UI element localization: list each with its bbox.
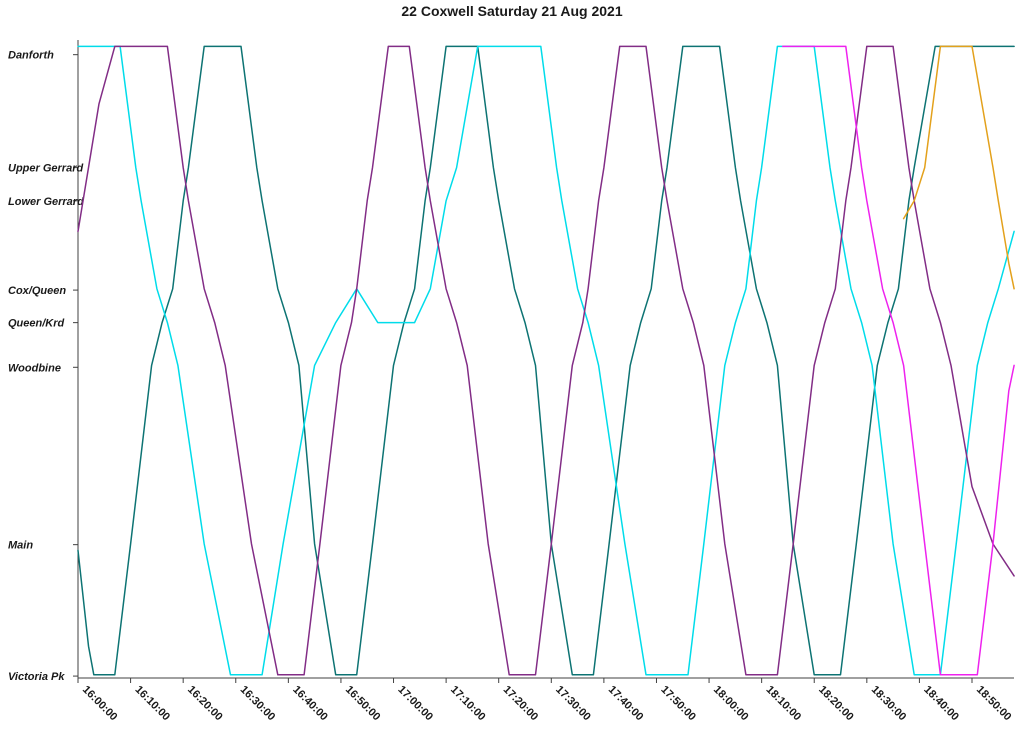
x-tick-label: 16:20:00 (185, 684, 225, 724)
station-label: Woodbine (8, 362, 61, 374)
station-label: Main (8, 540, 33, 552)
x-tick-label: 18:20:00 (816, 684, 856, 724)
x-tick-label: 16:00:00 (80, 684, 120, 724)
x-tick-label: 18:00:00 (711, 684, 751, 724)
x-tick-label: 17:30:00 (553, 684, 593, 724)
station-label: Queen/Krd (8, 318, 65, 330)
x-tick-label: 17:20:00 (501, 684, 541, 724)
y-axis-labels: Danforth Upper Gerrard Lower Gerrard Cox/Qu… (8, 50, 84, 683)
series-line-run-teal (77, 45, 1015, 676)
x-axis-labels: 16:00:00 16:10:00 16:20:00 16:30:00 16:40:00… (77, 678, 1014, 724)
x-tick-label: 17:50:00 (658, 684, 698, 724)
x-tick-label: 16:50:00 (343, 684, 383, 724)
x-tick-label: 16:10:00 (132, 684, 172, 724)
series-line-run-orange (902, 45, 1015, 290)
x-tick-label: 17:40:00 (606, 684, 646, 724)
station-label: Danforth (8, 50, 54, 62)
series-line-run-magenta (781, 45, 1015, 676)
chart-title: 22 Coxwell Saturday 21 Aug 2021 (401, 3, 622, 19)
x-tick-label: 16:40:00 (290, 684, 330, 724)
station-label: Cox/Queen (8, 285, 66, 297)
x-tick-label: 18:30:00 (869, 684, 909, 724)
x-tick-label: 18:40:00 (921, 684, 961, 724)
series-line-run-cyan (77, 45, 1015, 676)
x-tick-label: 16:30:00 (238, 684, 278, 724)
x-tick-label: 17:00:00 (395, 684, 435, 724)
series-line-run-purple (77, 45, 1015, 676)
series-layer (77, 45, 1015, 676)
x-tick-label: 17:10:00 (448, 684, 488, 724)
x-tick-label: 18:50:00 (974, 684, 1014, 724)
station-label: Lower Gerrard (8, 196, 84, 208)
x-tick-label: 18:10:00 (764, 684, 804, 724)
axes-layer (77, 40, 1014, 679)
station-label: Victoria Pk (8, 671, 65, 683)
station-label: Upper Gerrard (8, 163, 83, 175)
